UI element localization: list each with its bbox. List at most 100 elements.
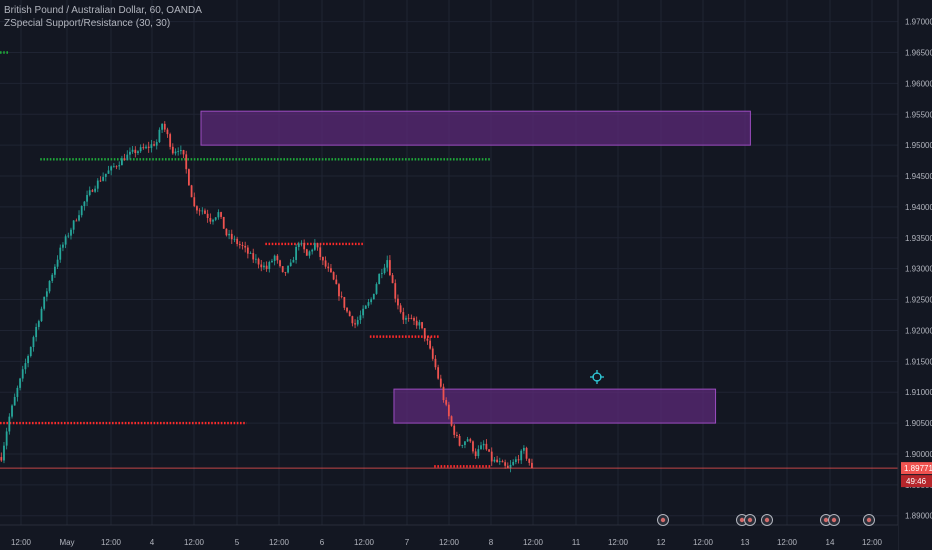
x-tick-label: 4 bbox=[150, 538, 155, 547]
candle-body bbox=[75, 220, 78, 222]
y-tick-label: 1.93500 bbox=[905, 234, 932, 243]
candle-body bbox=[257, 258, 260, 265]
current-price-tag bbox=[901, 462, 932, 475]
candle-body bbox=[439, 378, 442, 387]
candle-body bbox=[356, 320, 359, 325]
x-tick-label: 12:00 bbox=[11, 538, 32, 547]
y-tick-label: 1.96000 bbox=[905, 79, 932, 88]
candle-body bbox=[193, 197, 196, 207]
candle-body bbox=[64, 236, 67, 245]
candle-body bbox=[155, 142, 158, 146]
candle-body bbox=[287, 265, 289, 273]
candle-body bbox=[346, 307, 348, 312]
candle-body bbox=[397, 298, 399, 306]
candle-body bbox=[509, 464, 512, 469]
x-tick-label: 5 bbox=[235, 538, 240, 547]
candle-body bbox=[330, 268, 332, 273]
candle-body bbox=[525, 447, 528, 459]
candle-body bbox=[40, 308, 43, 322]
candle-body bbox=[523, 447, 525, 451]
candle-body bbox=[233, 238, 236, 240]
candle-body bbox=[496, 459, 498, 462]
candle-body bbox=[241, 245, 244, 246]
price-axis bbox=[898, 0, 932, 550]
indicator-title[interactable]: ZSpecial Support/Resistance (30, 30) bbox=[4, 18, 171, 29]
candle-body bbox=[281, 266, 284, 272]
symbol-title[interactable]: British Pound / Australian Dollar, 60, O… bbox=[4, 5, 202, 16]
candle-body bbox=[447, 404, 450, 417]
candle-body bbox=[364, 305, 367, 309]
candle-body bbox=[32, 337, 35, 348]
candle-body bbox=[94, 188, 96, 192]
candle-body bbox=[265, 265, 268, 270]
candle-body bbox=[383, 267, 386, 274]
candle-body bbox=[279, 260, 281, 267]
event-marker-icon[interactable] bbox=[657, 514, 669, 526]
crosshair-icon[interactable] bbox=[590, 370, 604, 384]
candle-body bbox=[528, 458, 531, 463]
candle-body bbox=[348, 311, 351, 317]
candle-body bbox=[112, 166, 115, 168]
candle-body bbox=[137, 151, 139, 154]
candle-body bbox=[121, 158, 123, 166]
x-tick-label: 12:00 bbox=[523, 538, 544, 547]
candle-body bbox=[485, 443, 488, 450]
candle-body bbox=[107, 170, 110, 174]
candle-body bbox=[340, 296, 343, 298]
event-marker-icon[interactable] bbox=[744, 514, 756, 526]
event-marker-icon[interactable] bbox=[828, 514, 840, 526]
y-tick-label: 1.90500 bbox=[905, 419, 932, 428]
sr-zone-2 bbox=[393, 388, 717, 424]
candle-body bbox=[51, 274, 54, 281]
candle-body bbox=[421, 322, 423, 329]
candle-body bbox=[249, 253, 252, 254]
event-marker-icon[interactable] bbox=[863, 514, 875, 526]
y-tick-label: 1.94500 bbox=[905, 172, 932, 181]
candle-body bbox=[96, 180, 99, 189]
candle-body bbox=[201, 210, 204, 212]
candle-body bbox=[332, 272, 335, 280]
candle-body bbox=[311, 249, 314, 252]
candle-body bbox=[27, 356, 29, 364]
candle-body bbox=[375, 284, 378, 294]
candle-body bbox=[238, 243, 241, 246]
candle-body bbox=[190, 185, 193, 198]
candle-body bbox=[166, 129, 169, 135]
candle-body bbox=[423, 328, 426, 339]
candle-body bbox=[482, 443, 485, 446]
candle-body bbox=[54, 266, 56, 275]
x-tick-label: 12:00 bbox=[269, 538, 290, 547]
y-tick-label: 1.93000 bbox=[905, 265, 932, 274]
candle-body bbox=[29, 347, 32, 357]
candle-body bbox=[212, 219, 214, 222]
candle-body bbox=[171, 146, 174, 154]
candle-body bbox=[179, 150, 182, 152]
candle-body bbox=[504, 462, 507, 466]
candle-body bbox=[174, 151, 177, 154]
candle-body bbox=[37, 321, 40, 327]
candle-body bbox=[72, 220, 75, 230]
sr-zone-1 bbox=[200, 110, 751, 146]
x-tick-label: 12:00 bbox=[184, 538, 205, 547]
candle-body bbox=[402, 312, 405, 320]
candle-body bbox=[177, 151, 180, 152]
event-marker-icon[interactable] bbox=[761, 514, 773, 526]
x-tick-label: 12:00 bbox=[693, 538, 714, 547]
candle-body bbox=[335, 279, 338, 285]
candle-body bbox=[437, 367, 440, 379]
x-tick-label: 12 bbox=[657, 538, 666, 547]
y-tick-label: 1.89000 bbox=[905, 512, 932, 521]
candle-body bbox=[56, 259, 59, 267]
candle-body bbox=[131, 149, 134, 152]
candle-body bbox=[391, 275, 394, 284]
candle-body bbox=[252, 253, 255, 260]
candle-body bbox=[273, 255, 276, 261]
y-tick-label: 1.92500 bbox=[905, 296, 932, 305]
candle-body bbox=[313, 243, 316, 250]
candle-body bbox=[445, 400, 448, 405]
candle-body bbox=[115, 166, 118, 168]
candle-body bbox=[410, 317, 413, 319]
candle-body bbox=[91, 190, 94, 192]
candle-body bbox=[378, 273, 381, 285]
